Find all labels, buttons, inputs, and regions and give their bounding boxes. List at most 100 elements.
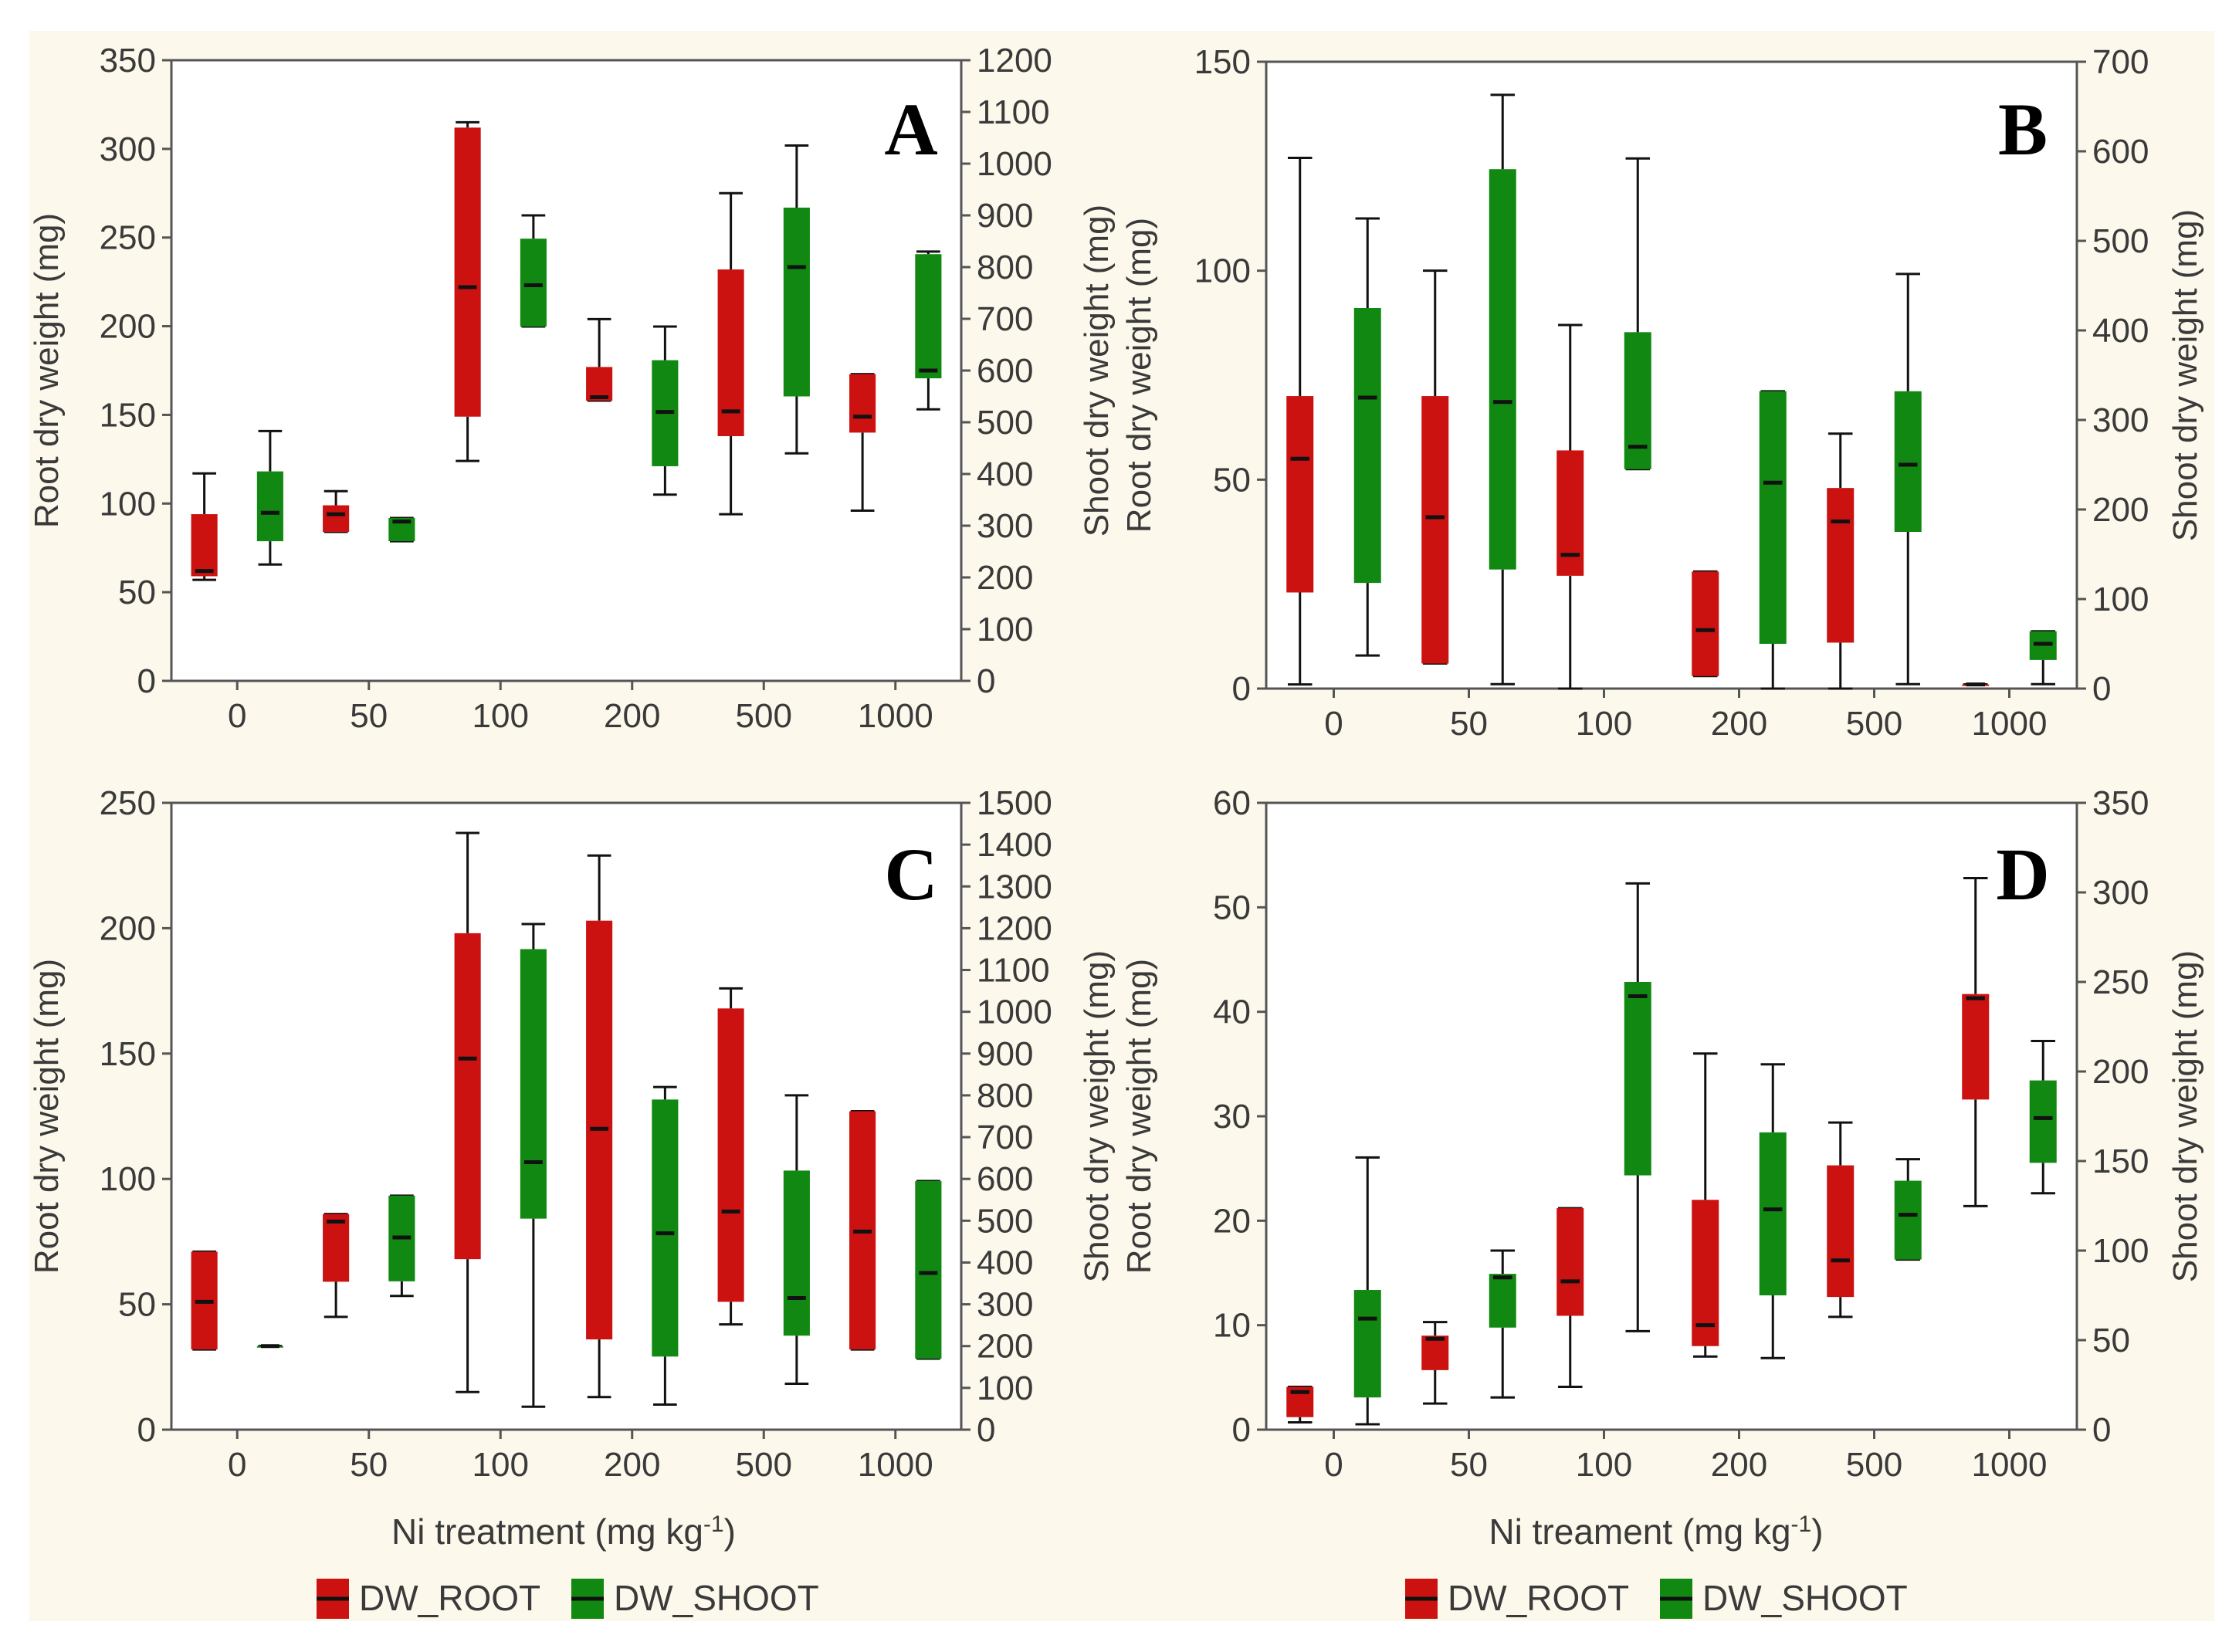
shoot-box-500 — [783, 144, 810, 455]
box-iqr — [1353, 308, 1381, 584]
shoot-box-1000 — [2029, 1040, 2057, 1195]
x-tick-label: 50 — [350, 1446, 388, 1484]
y-left-tick-label: 50 — [118, 574, 156, 611]
panel-letter: B — [1998, 88, 2048, 171]
root-box-200 — [586, 854, 613, 1399]
shoot-box-50 — [388, 516, 415, 543]
root-box-200 — [1692, 570, 1719, 678]
x-tick-label: 100 — [473, 697, 529, 735]
box-iqr — [191, 514, 218, 577]
root-box-200 — [1692, 1052, 1719, 1358]
x-tick-label: 1000 — [858, 697, 933, 735]
root-box-100 — [454, 120, 481, 462]
y-right-tick-label: 50 — [2092, 1322, 2130, 1359]
y-right-title: Shoot dry weight (mg) — [1078, 950, 1116, 1282]
shoot-box-200 — [652, 1085, 679, 1407]
y-left-tick-label: 100 — [1194, 252, 1251, 290]
y-left-tick-label: 350 — [100, 42, 156, 80]
y-left-title: Root dry weight (mg) — [1120, 218, 1158, 533]
box-iqr — [1421, 396, 1449, 664]
y-right-tick-label: 300 — [2092, 874, 2149, 912]
shoot-box-100 — [520, 922, 547, 1408]
shoot-box-100 — [1624, 157, 1651, 471]
box-iqr — [1894, 391, 1922, 532]
x-tick-label: 200 — [1711, 1446, 1767, 1484]
y-left-tick-label: 60 — [1213, 784, 1251, 822]
y-right-tick-label: 200 — [2092, 1053, 2149, 1091]
y-right-tick-label: 350 — [2092, 784, 2149, 822]
x-tick-label: 100 — [1576, 705, 1632, 743]
shoot-box-500 — [1894, 1158, 1922, 1261]
panel-letter: A — [884, 88, 937, 171]
shoot-box-0 — [1353, 217, 1381, 657]
box-iqr — [1556, 1208, 1584, 1316]
y-right-tick-label: 800 — [977, 1077, 1033, 1115]
box-iqr — [849, 374, 876, 433]
root-box-50 — [1421, 269, 1449, 665]
shoot-box-100 — [520, 214, 547, 328]
y-right-tick-label: 300 — [977, 507, 1033, 545]
legend-shoot-label: DW_SHOOT — [1702, 1578, 1908, 1618]
y-left-tick-label: 100 — [100, 1160, 156, 1198]
x-tick-label: 100 — [1576, 1446, 1632, 1484]
root-box-0 — [191, 472, 218, 581]
y-left-tick-label: 300 — [100, 130, 156, 168]
box-iqr — [1692, 571, 1719, 676]
box-iqr — [915, 254, 942, 379]
panel-d: 0 10 20 30 40 50 60 0 50 100 150 200 250 300 350 Root d… — [1120, 784, 2204, 1484]
y-left-tick-label: 10 — [1213, 1307, 1251, 1345]
box-iqr — [652, 1099, 679, 1357]
y-right-tick-label: 400 — [2092, 312, 2149, 350]
shoot-box-0 — [1353, 1156, 1381, 1426]
plot-frame — [170, 801, 963, 1431]
panel-letter: C — [884, 833, 937, 916]
y-left-tick-label: 200 — [100, 909, 156, 947]
y-right-title: Shoot dry weight (mg) — [2166, 209, 2204, 541]
box-iqr — [1489, 1274, 1516, 1328]
y-right-tick-label: 700 — [977, 1119, 1033, 1156]
y-right-tick-label: 200 — [977, 559, 1033, 597]
legend-root-label: DW_ROOT — [359, 1578, 540, 1618]
root-box-1000 — [1962, 682, 1990, 687]
box-iqr — [1556, 450, 1584, 576]
y-right-tick-label: 900 — [977, 1035, 1033, 1073]
shoot-box-200 — [652, 325, 679, 496]
y-right-tick-label: 400 — [977, 455, 1033, 493]
y-right-tick-label: 800 — [977, 249, 1033, 286]
y-right-tick-label: 1100 — [977, 93, 1050, 131]
y-right-tick-label: 200 — [2092, 491, 2149, 529]
y-left-tick-label: 0 — [1232, 1411, 1251, 1449]
y-right-tick-label: 200 — [977, 1328, 1033, 1366]
y-left-tick-label: 30 — [1213, 1098, 1251, 1136]
legend-left: DW_ROOT DW_SHOOT — [317, 1578, 819, 1619]
root-box-0 — [1286, 157, 1314, 686]
y-right-tick-label: 1400 — [977, 826, 1052, 864]
y-right-tick-label: 100 — [977, 1369, 1033, 1407]
y-right-tick-label: 300 — [977, 1286, 1033, 1324]
box-iqr — [783, 1170, 810, 1336]
x-tick-label: 0 — [228, 1446, 246, 1484]
shoot-box-200 — [1759, 390, 1787, 690]
x-tick-label: 200 — [604, 697, 660, 735]
y-right-tick-label: 500 — [977, 1202, 1033, 1240]
x-axis-title-right: Ni treament (mg kg-1) — [1489, 1512, 1823, 1552]
shoot-box-0 — [256, 429, 283, 566]
x-tick-label: 50 — [350, 697, 388, 735]
y-right-tick-label: 600 — [977, 1160, 1033, 1198]
y-right-tick-label: 1000 — [977, 994, 1052, 1031]
legend-right: DW_ROOT DW_SHOOT — [1405, 1578, 1908, 1619]
box-iqr — [520, 949, 547, 1219]
root-box-200 — [586, 317, 613, 402]
y-right-tick-label: 1000 — [977, 145, 1052, 183]
box-iqr — [915, 1180, 942, 1359]
shoot-box-1000 — [2029, 630, 2057, 686]
y-right-tick-label: 100 — [2092, 1232, 2149, 1270]
plot-frame — [170, 59, 963, 682]
x-tick-label: 0 — [1324, 705, 1343, 743]
y-right-tick-label: 700 — [2092, 43, 2149, 81]
y-left-tick-label: 150 — [1194, 43, 1251, 81]
y-left-tick-label: 0 — [1232, 670, 1251, 708]
x-tick-label: 500 — [1846, 705, 1902, 743]
box-iqr — [1286, 396, 1314, 593]
root-box-1000 — [1962, 876, 1990, 1207]
